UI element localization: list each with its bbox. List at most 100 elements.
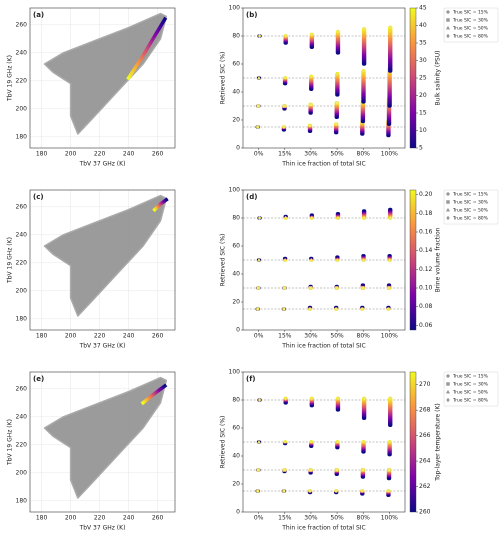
x-tick-label: 80%: [357, 151, 371, 158]
plot-frame: [29, 189, 176, 331]
true-value-marker: [256, 489, 260, 493]
range-bar: [361, 27, 367, 66]
true-value-marker: [387, 257, 392, 262]
colorbar-tick-label: 5: [419, 145, 423, 152]
true-value-marker: [335, 71, 340, 76]
y-tick-label: 240: [16, 413, 28, 420]
true-value-marker: [256, 257, 261, 262]
true-value-marker: [336, 215, 340, 221]
true-value-marker: [308, 286, 313, 290]
y-axis-label: TbV 19 GHz (K): [7, 55, 14, 102]
true-value-marker: [308, 489, 312, 493]
legend-frame: [443, 7, 499, 43]
x-axis-label: Thin ice fraction of total SIC: [281, 161, 365, 168]
true-value-marker: [386, 489, 391, 493]
x-tick-label: 260: [152, 515, 164, 522]
true-value-marker: [309, 439, 314, 444]
y-tick-label: 200: [16, 469, 28, 476]
y-tick-label: 80: [232, 397, 240, 404]
legend-label: True SIC = 80%: [452, 216, 489, 222]
legend-label: True SIC = 15%: [452, 10, 489, 16]
legend-label: True SIC = 50%: [452, 26, 489, 32]
true-value-marker: [335, 257, 340, 262]
true-value-marker: [282, 104, 287, 108]
true-value-marker: [360, 489, 365, 493]
true-value-marker: [308, 123, 312, 128]
true-value-marker: [282, 286, 287, 290]
colorbar-tick-label: 15: [419, 110, 427, 117]
data-cloud: [43, 12, 168, 135]
x-axis-label: Thin ice fraction of total SIC: [281, 525, 365, 532]
colorbar-label: Top-layer temperature (K): [435, 403, 442, 482]
colorbar-tick-label: 0.16: [419, 229, 433, 236]
x-axis-label: Thin ice fraction of total SIC: [281, 343, 365, 350]
true-value-marker: [309, 74, 314, 79]
legend-marker: [446, 33, 450, 39]
x-tick-label: 260: [152, 151, 164, 158]
plot-frame: [242, 371, 406, 513]
colorbar-tick-label: 270: [419, 381, 431, 388]
plot-frame: [29, 7, 176, 149]
x-tick-label: 200: [65, 515, 77, 522]
true-value-marker: [362, 215, 366, 221]
true-value-marker: [361, 257, 366, 262]
y-tick-label: 240: [16, 231, 28, 238]
x-tick-label: 180: [36, 333, 48, 340]
legend-label: True SIC = 30%: [452, 382, 489, 388]
legend-label: True SIC = 80%: [452, 34, 489, 40]
y-tick-label: 260: [16, 21, 28, 28]
x-tick-label: 80%: [357, 333, 371, 340]
x-tick-label: 100%: [381, 515, 398, 522]
x-tick-label: 50%: [330, 333, 344, 340]
y-axis-label: TbV 19 GHz (K): [7, 419, 14, 466]
x-tick-label: 180: [36, 151, 48, 158]
colorbar-tick-label: 10: [419, 127, 427, 134]
legend-marker: [446, 215, 450, 221]
x-tick-label: 100%: [381, 333, 398, 340]
true-value-marker: [283, 215, 288, 221]
y-tick-label: 100: [229, 187, 241, 194]
true-value-marker: [257, 215, 262, 221]
true-value-marker: [335, 468, 339, 472]
x-tick-label: 240: [123, 333, 135, 340]
true-value-marker: [388, 25, 393, 30]
colorbar-label: Bulk salinity (PSU): [435, 51, 442, 106]
panel-label: (b): [246, 11, 257, 19]
legend-label: True SIC = 15%: [452, 374, 489, 380]
y-tick-label: 260: [16, 203, 28, 210]
y-tick-label: 0: [236, 145, 240, 152]
y-tick-label: 80: [232, 215, 240, 222]
y-tick-label: 40: [232, 271, 240, 278]
y-tick-label: 60: [232, 243, 240, 250]
range-bar: [388, 396, 393, 427]
true-value-marker: [256, 307, 260, 311]
true-value-marker: [257, 33, 262, 39]
y-tick-label: 40: [232, 89, 240, 96]
y-tick-label: 220: [16, 441, 28, 448]
legend-marker: [446, 192, 450, 196]
true-value-marker: [361, 68, 366, 73]
colorbar-tick-label: 260: [419, 509, 431, 516]
x-tick-label: 180: [36, 515, 48, 522]
legend-marker: [446, 397, 450, 403]
true-value-marker: [283, 257, 288, 262]
legend-frame: [443, 371, 499, 407]
colorbar-tick-label: 35: [419, 40, 427, 47]
plot-frame: [29, 371, 176, 513]
true-value-marker: [308, 307, 312, 311]
colorbar-tick-label: 268: [419, 407, 431, 414]
panel-label: (a): [33, 11, 44, 19]
true-value-marker: [362, 26, 366, 32]
x-tick-label: 30%: [304, 333, 318, 340]
track-line: [126, 16, 168, 81]
true-value-marker: [308, 468, 313, 472]
y-tick-label: 220: [16, 259, 28, 266]
y-tick-label: 80: [232, 33, 240, 40]
y-tick-label: 20: [232, 299, 240, 306]
true-value-marker: [256, 468, 261, 472]
range-bar: [334, 101, 339, 119]
true-value-marker: [334, 307, 338, 311]
colorbar-tick-label: 266: [419, 432, 431, 439]
x-tick-label: 220: [94, 151, 106, 158]
legend-marker: [446, 18, 450, 22]
